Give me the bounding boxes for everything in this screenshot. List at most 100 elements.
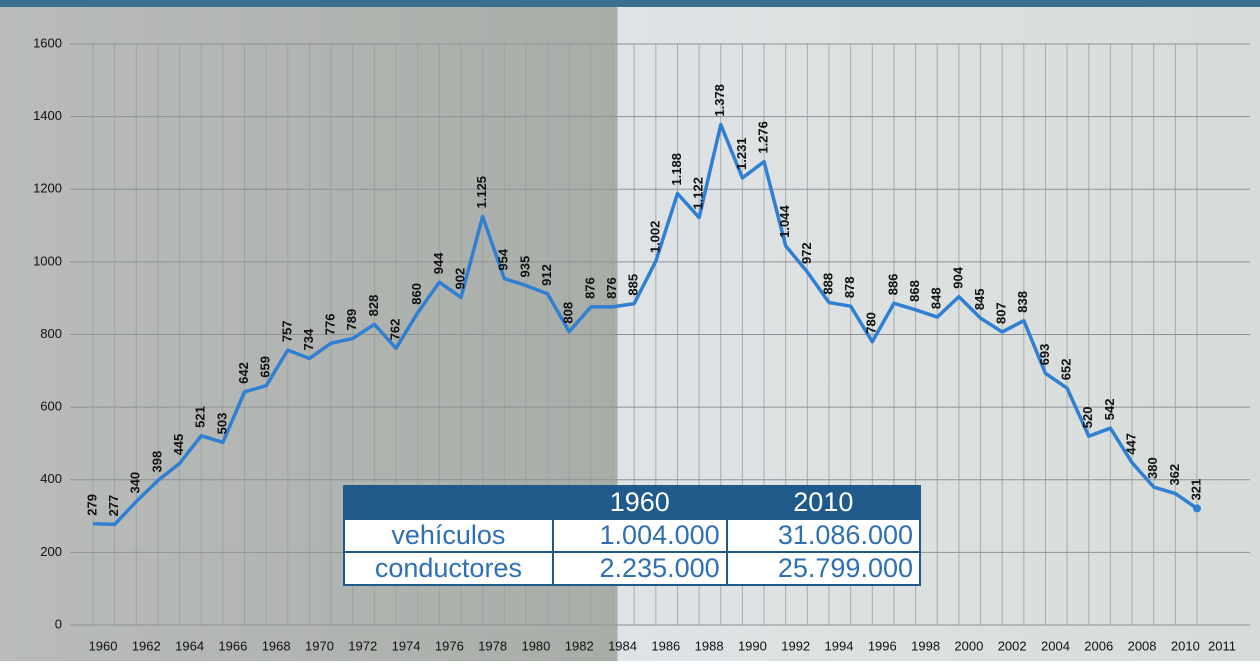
value-label: 362	[1167, 464, 1182, 486]
x-tick-label: 2004	[1041, 638, 1070, 653]
x-tick-label: 1962	[132, 638, 161, 653]
value-label: 380	[1145, 457, 1160, 479]
cell: 1.004.000	[551, 518, 728, 553]
value-label: 521	[193, 406, 208, 428]
x-tick-label: 1968	[262, 638, 291, 653]
value-label: 885	[626, 274, 641, 296]
x-tick-label: 2008	[1128, 638, 1157, 653]
x-tick-label: 1984	[608, 638, 637, 653]
x-tick-label: 1974	[392, 638, 421, 653]
col-head: 1960	[551, 485, 728, 520]
end-dot	[1193, 504, 1201, 513]
value-label: 447	[1123, 433, 1138, 455]
value-label: 279	[84, 494, 99, 516]
y-tick-label: 1000	[33, 253, 62, 268]
x-tick-label: 2002	[998, 638, 1027, 653]
x-tick-label: 1978	[478, 638, 507, 653]
value-label: 277	[106, 495, 121, 517]
col-head: 2010	[725, 485, 922, 520]
x-tick-label: 1970	[305, 638, 334, 653]
value-label: 1.276	[755, 121, 770, 154]
corner	[343, 485, 554, 520]
value-label: 1.188	[669, 153, 684, 186]
value-label: 828	[366, 295, 381, 317]
y-tick-label: 1600	[33, 35, 62, 50]
value-label: 888	[820, 273, 835, 295]
cell: 2.235.000	[551, 551, 728, 586]
x-tick-label: 1964	[175, 638, 204, 653]
row-label: conductores	[343, 551, 554, 586]
summary-table: 1960 2010 vehículos 1.004.000 31.086.000 co…	[343, 485, 922, 586]
value-label: 944	[431, 252, 446, 274]
value-label: 542	[1102, 398, 1117, 420]
cell: 31.086.000	[725, 518, 922, 553]
value-label: 1.125	[474, 176, 489, 209]
value-label: 652	[1059, 359, 1074, 381]
value-label: 954	[496, 248, 511, 270]
x-tick-label: 1992	[781, 638, 810, 653]
value-label: 659	[258, 356, 273, 378]
value-label: 734	[301, 328, 316, 350]
value-label: 912	[539, 264, 554, 286]
y-tick-label: 400	[40, 471, 62, 486]
value-label: 1.378	[712, 84, 727, 117]
y-tick-label: 0	[55, 616, 62, 631]
value-label: 321	[1188, 479, 1203, 501]
value-label: 848	[929, 287, 944, 309]
value-label: 693	[1037, 344, 1052, 366]
x-tick-label: 1996	[868, 638, 897, 653]
value-label: 807	[994, 302, 1009, 324]
y-tick-label: 800	[40, 326, 62, 341]
x-tick-label: 1986	[651, 638, 680, 653]
x-tick-label: 1982	[565, 638, 594, 653]
value-label: 972	[799, 242, 814, 264]
row-label: vehículos	[343, 518, 554, 553]
value-label: 757	[279, 320, 294, 342]
value-label: 868	[907, 280, 922, 302]
value-label: 762	[387, 319, 402, 341]
x-tick-label: 1980	[521, 638, 550, 653]
value-label: 902	[452, 268, 467, 290]
x-tick-label: 2006	[1084, 638, 1113, 653]
value-label: 789	[344, 309, 359, 331]
top-bar	[0, 0, 1260, 7]
line	[92, 122, 1198, 527]
value-label: 398	[149, 451, 164, 473]
y-tick-label: 1400	[33, 108, 62, 123]
value-label: 935	[517, 256, 532, 278]
value-label: 860	[409, 283, 424, 305]
value-label: 642	[236, 362, 251, 384]
y-tick-label: 200	[40, 544, 62, 559]
value-label: 876	[604, 277, 619, 299]
value-label: 340	[128, 472, 143, 494]
x-tick-label: 2011	[1208, 638, 1236, 653]
x-tick-label: 1960	[89, 638, 118, 653]
x-tick-label: 2000	[954, 638, 983, 653]
value-label: 904	[950, 266, 965, 288]
value-label: 445	[171, 434, 186, 456]
x-tick-label: 1998	[911, 638, 940, 653]
cell: 25.799.000	[725, 551, 922, 586]
value-label: 878	[842, 276, 857, 298]
x-tick-label: 2010	[1171, 638, 1200, 653]
value-label: 838	[1015, 291, 1030, 313]
value-label: 845	[972, 288, 987, 310]
value-label: 503	[214, 413, 229, 435]
x-tick-label: 1990	[738, 638, 767, 653]
value-label: 1.002	[647, 221, 662, 254]
y-tick-label: 1200	[33, 181, 62, 196]
x-tick-label: 1972	[348, 638, 377, 653]
value-label: 776	[323, 314, 338, 336]
value-label: 1.044	[777, 205, 792, 238]
x-tick-label: 1988	[695, 638, 724, 653]
x-tick-label: 1976	[435, 638, 464, 653]
value-label: 886	[885, 274, 900, 296]
x-tick-label: 1966	[218, 638, 247, 653]
y-tick-label: 600	[40, 399, 62, 414]
value-label: 876	[582, 277, 597, 299]
value-label: 1.122	[691, 177, 706, 210]
x-tick-label: 1994	[825, 638, 854, 653]
value-label: 780	[864, 312, 879, 334]
value-label: 520	[1080, 406, 1095, 428]
